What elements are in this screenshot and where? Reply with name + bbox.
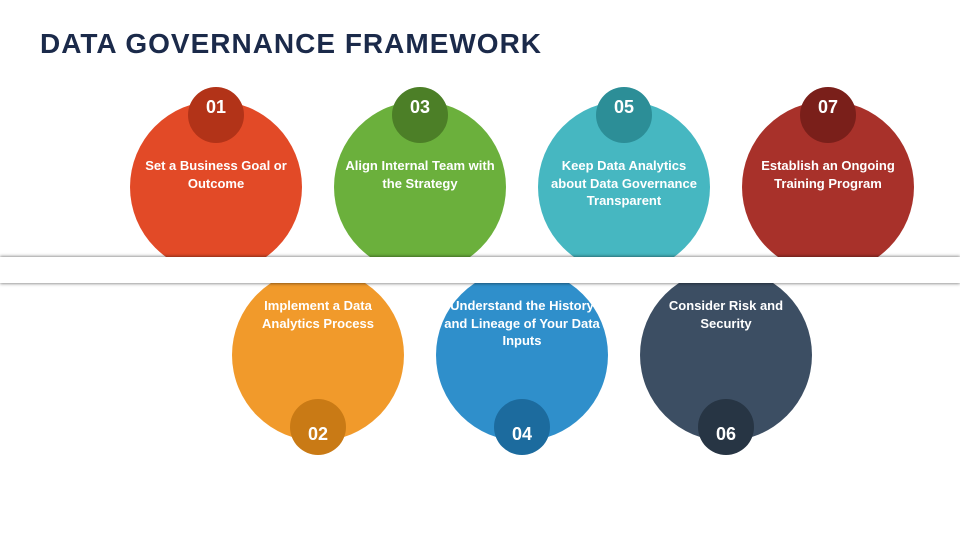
step-badge-06: 06 [698,399,754,455]
step-circle-01: 01Set a Business Goal or Outcome [130,101,302,273]
horizontal-bar [0,257,960,283]
step-label-05: Keep Data Analytics about Data Governanc… [546,157,702,210]
step-badge-04: 04 [494,399,550,455]
step-label-02: Implement a Data Analytics Process [240,297,396,332]
step-badge-01: 01 [188,87,244,143]
step-circle-02: 02Implement a Data Analytics Process [232,269,404,441]
step-label-06: Consider Risk and Security [648,297,804,332]
step-circle-07: 07Establish an Ongoing Training Program [742,101,914,273]
page-title: DATA GOVERNANCE FRAMEWORK [40,28,542,60]
step-circle-03: 03Align Internal Team with the Strategy [334,101,506,273]
step-label-07: Establish an Ongoing Training Program [750,157,906,192]
step-label-04: Understand the History and Lineage of Yo… [444,297,600,350]
step-badge-03: 03 [392,87,448,143]
step-badge-02: 02 [290,399,346,455]
step-label-03: Align Internal Team with the Strategy [342,157,498,192]
step-circle-05: 05Keep Data Analytics about Data Governa… [538,101,710,273]
step-circle-06: 06Consider Risk and Security [640,269,812,441]
step-badge-07: 07 [800,87,856,143]
step-circle-04: 04Understand the History and Lineage of … [436,269,608,441]
step-label-01: Set a Business Goal or Outcome [138,157,294,192]
step-badge-05: 05 [596,87,652,143]
